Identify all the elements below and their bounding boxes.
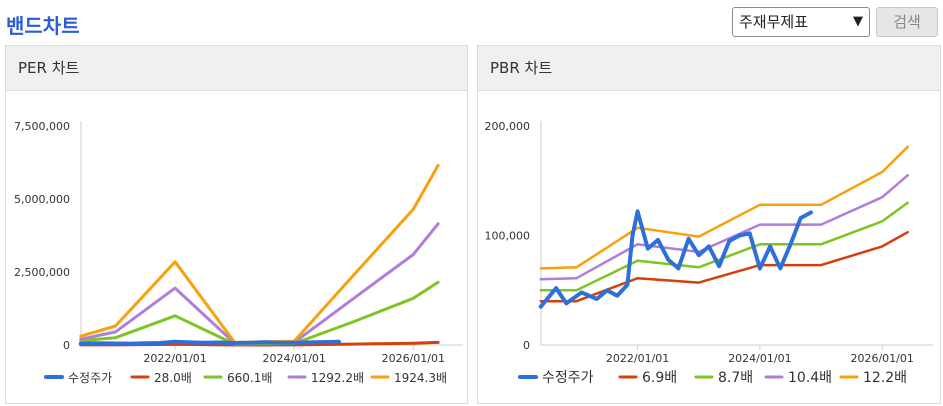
page-title: 밴드차트 xyxy=(6,14,80,38)
x-tick-label: 2022/01/01 xyxy=(606,352,669,365)
per-chart-title: PER 차트 xyxy=(6,46,467,91)
series-line-b4 xyxy=(79,163,440,344)
legend-label-b1[interactable]: 6.9배 xyxy=(642,370,677,386)
series-line-b1 xyxy=(539,230,909,303)
series-line-b3 xyxy=(539,174,909,281)
series-line-stock xyxy=(538,209,813,309)
per-chart: 0 2,500,000 5,000,000 7,500,000 2022/01/01 20… xyxy=(14,120,463,385)
series-line-b4 xyxy=(539,145,909,270)
y-tick-label: 200,000 xyxy=(485,120,531,133)
statement-select[interactable]: 주재무제표 ▼ xyxy=(732,7,870,37)
pbr-chart: 0 100,000 200,000 2022/01/01 2024/01/01 2026/… xyxy=(485,120,933,386)
y-tick-label: 0 xyxy=(523,339,530,352)
legend-label-b2[interactable]: 660.1배 xyxy=(227,371,272,385)
y-tick-label: 2,500,000 xyxy=(14,266,70,279)
legend-label-b3[interactable]: 1292.2배 xyxy=(311,371,364,385)
y-tick-label: 100,000 xyxy=(485,230,531,243)
y-tick-label: 0 xyxy=(63,339,70,352)
legend-label-b3[interactable]: 10.4배 xyxy=(788,370,832,386)
x-tick-label: 2026/01/01 xyxy=(850,352,913,365)
legend-label-b4[interactable]: 1924.3배 xyxy=(394,371,447,385)
legend-label-b1[interactable]: 28.0배 xyxy=(154,371,192,385)
y-tick-label: 7,500,000 xyxy=(14,120,70,133)
x-tick-label: 2026/01/01 xyxy=(382,352,445,365)
y-tick-label: 5,000,000 xyxy=(14,193,70,206)
pbr-chart-panel: PBR 차트 0 100,000 200,000 2022/01/01 2024/01/… xyxy=(477,45,941,404)
pbr-chart-title: PBR 차트 xyxy=(478,46,940,91)
statement-select-value: 주재무제표 xyxy=(739,13,809,31)
series-line-b2 xyxy=(539,201,909,292)
search-button[interactable]: 검색 xyxy=(876,7,938,37)
legend-label-stock[interactable]: 수정주가 xyxy=(542,370,594,386)
chevron-down-icon: ▼ xyxy=(853,14,863,29)
per-chart-panel: PER 차트 0 2,500,000 5,000,000 7,500,000 2022/… xyxy=(5,45,468,404)
legend-label-stock[interactable]: 수정주가 xyxy=(68,371,112,385)
x-tick-label: 2024/01/01 xyxy=(263,352,326,365)
legend-label-b4[interactable]: 12.2배 xyxy=(863,370,907,386)
series-line-stock xyxy=(78,339,341,346)
series-line-b2 xyxy=(79,280,440,346)
legend-label-b2[interactable]: 8.7배 xyxy=(718,370,753,386)
x-tick-label: 2024/01/01 xyxy=(728,352,791,365)
x-tick-label: 2022/01/01 xyxy=(143,352,206,365)
